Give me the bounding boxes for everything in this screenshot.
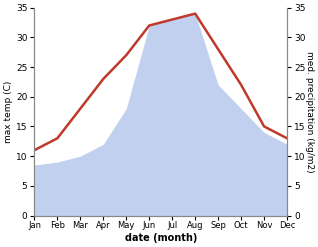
Y-axis label: max temp (C): max temp (C) bbox=[4, 80, 13, 143]
X-axis label: date (month): date (month) bbox=[125, 233, 197, 243]
Y-axis label: med. precipitation (kg/m2): med. precipitation (kg/m2) bbox=[305, 51, 314, 172]
